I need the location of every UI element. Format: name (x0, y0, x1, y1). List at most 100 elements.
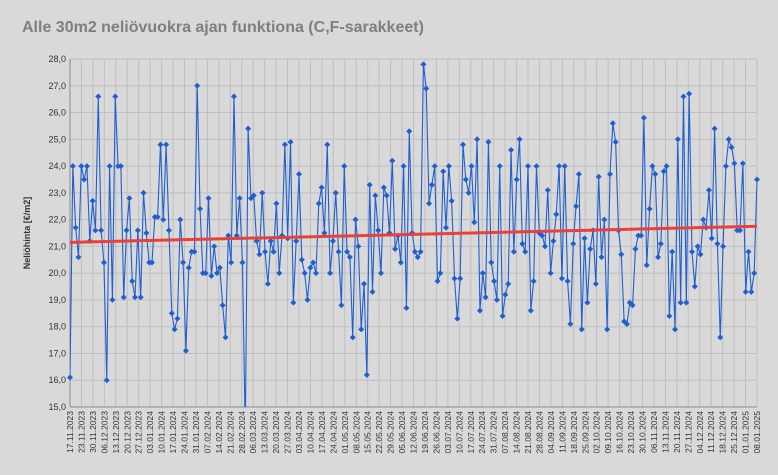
data-point (451, 275, 458, 282)
data-point (448, 197, 455, 204)
y-tick-label: 21,0 (48, 241, 66, 251)
data-point (310, 259, 317, 266)
data-point (742, 288, 749, 295)
x-tick-label: 24.01.2024 (180, 411, 190, 454)
data-point (598, 254, 605, 261)
y-axis-label: Neliöhinta [€/m2] (22, 197, 32, 270)
x-tick-label: 02.10.2024 (592, 411, 602, 454)
data-point (479, 270, 486, 277)
data-point (652, 171, 659, 178)
x-tick-label: 31.07.2024 (489, 411, 499, 454)
data-point (604, 326, 611, 333)
data-point (276, 270, 283, 277)
data-point (496, 163, 503, 170)
data-point (321, 230, 328, 236)
data-point (680, 93, 687, 100)
data-point (307, 264, 314, 271)
data-point (205, 195, 212, 202)
y-tick-label: 23,0 (48, 188, 66, 198)
x-tick-label: 24.07.2024 (477, 411, 487, 454)
x-tick-label: 14.02.2024 (214, 411, 224, 454)
data-point (109, 296, 116, 303)
data-point (708, 235, 715, 242)
data-point (236, 195, 243, 202)
data-point (67, 374, 73, 381)
data-point (686, 90, 693, 97)
data-point (454, 315, 461, 322)
data-point (570, 240, 577, 247)
data-point (81, 176, 88, 183)
data-point (239, 259, 246, 266)
x-tick-label: 10.07.2024 (454, 411, 464, 454)
data-point (649, 163, 656, 170)
data-point (160, 216, 167, 223)
data-point (561, 163, 568, 170)
data-point (296, 171, 302, 178)
data-point (705, 187, 712, 194)
data-point (228, 259, 235, 266)
x-tick-label: 15.05.2024 (363, 411, 373, 454)
y-tick-label: 22,0 (48, 215, 66, 225)
data-point (592, 280, 599, 287)
x-tick-label: 04.09.2024 (546, 411, 556, 454)
x-tick-label: 27.03.2024 (283, 411, 293, 454)
data-point (89, 197, 96, 204)
x-tick-label: 11.09.2024 (557, 411, 567, 453)
data-point (103, 377, 110, 384)
x-tick-label: 20.03.2024 (271, 411, 281, 454)
data-point (731, 160, 738, 167)
y-tick-label: 27,0 (48, 81, 66, 91)
data-point (315, 200, 322, 207)
data-point (132, 294, 139, 301)
data-point (660, 168, 667, 175)
data-point (513, 176, 520, 183)
data-point (488, 259, 495, 266)
data-point (533, 163, 540, 170)
y-tick-label: 15,0 (48, 402, 66, 412)
data-point (688, 248, 695, 255)
data-point (485, 138, 492, 145)
y-tick-label: 25,0 (48, 134, 66, 144)
data-point (191, 248, 198, 255)
data-point (171, 326, 178, 333)
data-point (700, 216, 707, 223)
data-point (426, 200, 433, 207)
trendline (69, 224, 758, 244)
data-point (510, 248, 517, 255)
data-point (618, 251, 625, 258)
data-point (595, 173, 602, 180)
data-point (281, 141, 288, 148)
data-point (264, 280, 271, 287)
data-point (657, 240, 664, 247)
x-tick-label: 01.05.2024 (340, 411, 350, 454)
data-point (168, 310, 175, 317)
data-point (411, 248, 418, 255)
x-tick-label: 30.11.2023 (88, 411, 98, 453)
x-tick-label: 22.05.2024 (374, 411, 384, 454)
data-point (327, 270, 334, 277)
data-point (157, 141, 164, 148)
data-point (575, 171, 582, 178)
data-point (230, 93, 237, 100)
data-point (431, 163, 438, 170)
data-point (92, 227, 99, 234)
data-point (445, 163, 452, 170)
data-point (720, 243, 727, 250)
data-point (95, 93, 102, 100)
data-point (474, 136, 481, 143)
data-point (581, 235, 588, 242)
data-point (666, 312, 673, 319)
data-point (380, 184, 387, 191)
x-tick-label: 27.11.2024 (683, 411, 693, 453)
x-tick-label: 11.12.2024 (706, 411, 716, 453)
data-point (691, 283, 698, 290)
x-tick-label: 27.12.2023 (134, 411, 144, 454)
data-point (502, 291, 509, 298)
data-point (372, 192, 379, 199)
data-point (148, 259, 155, 266)
data-point (471, 219, 478, 226)
data-point (434, 278, 441, 285)
x-tick-label: 04.12.2024 (695, 411, 705, 454)
